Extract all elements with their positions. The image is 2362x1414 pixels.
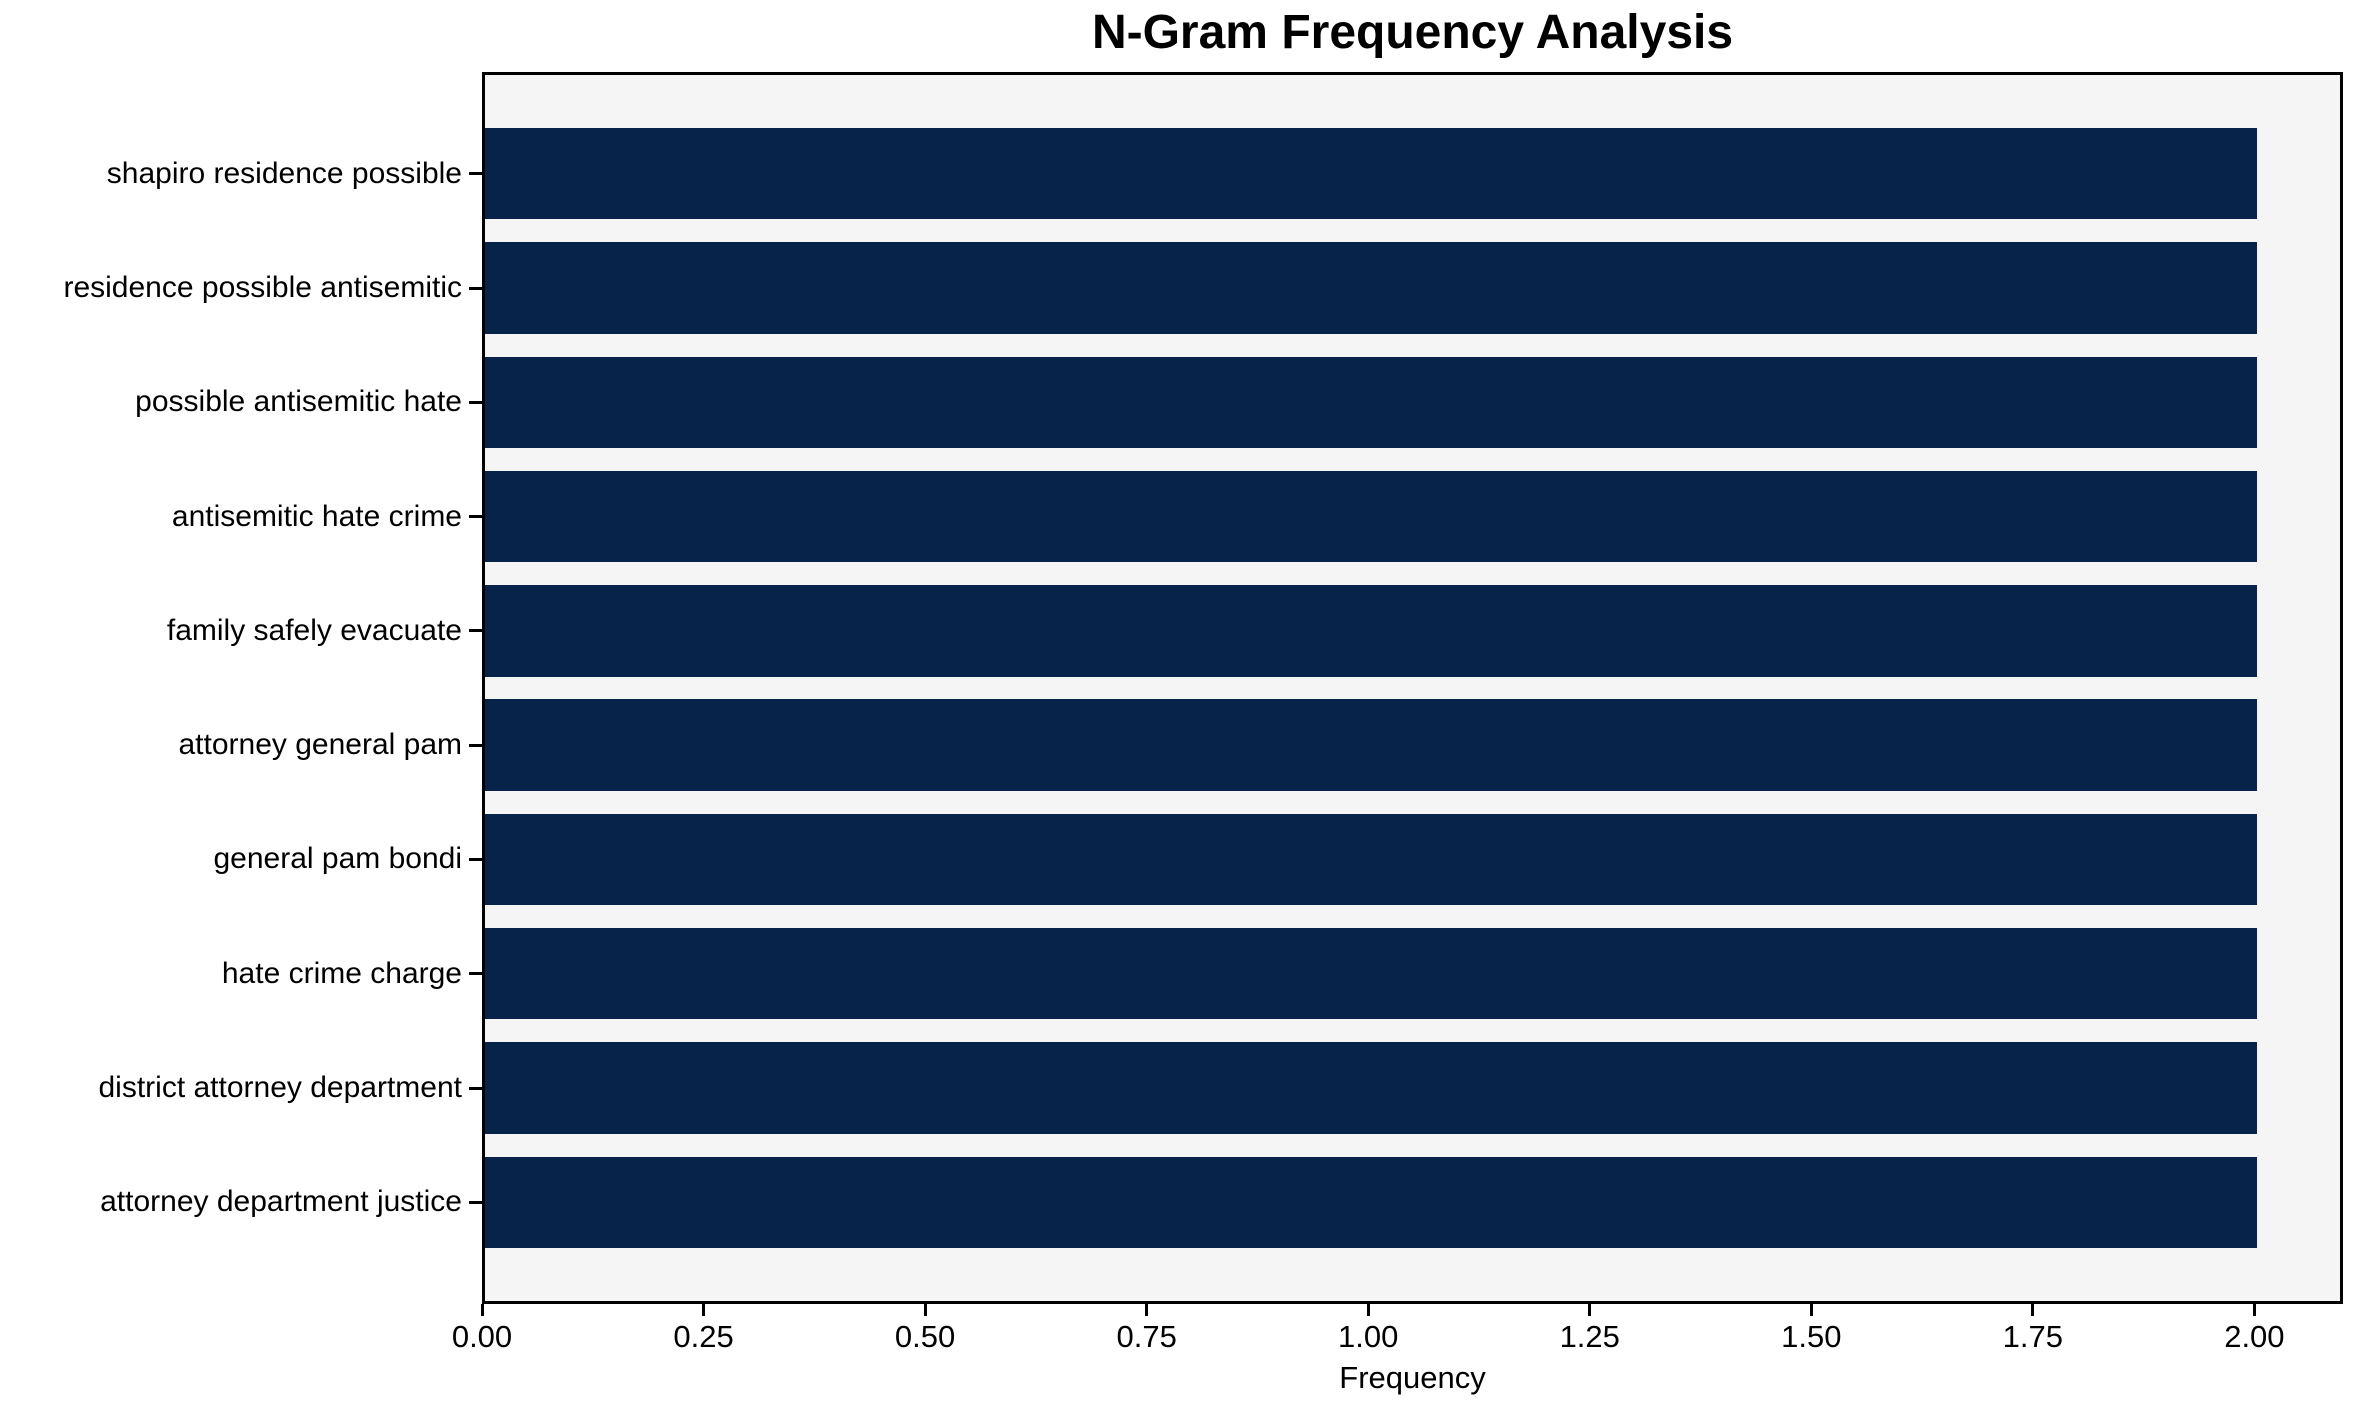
x-tick-mark [1145, 1304, 1149, 1316]
bar [485, 128, 2258, 220]
y-tick-label: family safely evacuate [166, 613, 462, 647]
y-tick-mark [469, 286, 482, 290]
x-tick-label: 0.50 [894, 1319, 956, 1354]
x-tick-label: 1.00 [1338, 1319, 1399, 1354]
x-tick-mark [1366, 1304, 1370, 1316]
x-tick-mark [702, 1304, 706, 1316]
x-tick-mark [923, 1304, 927, 1316]
bar [485, 470, 2258, 563]
x-tick-mark [2252, 1304, 2256, 1316]
y-tick-mark [469, 857, 482, 861]
bar [485, 1156, 2258, 1248]
x-tick-label: 0.00 [451, 1319, 513, 1354]
x-tick-label: 1.50 [1781, 1319, 1842, 1354]
chart-title: N-Gram Frequency Analysis [1091, 6, 1734, 59]
y-tick-mark [469, 1200, 482, 1204]
y-tick-mark [469, 972, 482, 976]
x-tick-label: 0.75 [1116, 1319, 1177, 1354]
y-tick-label: general pam bondi [213, 842, 462, 876]
bar [485, 356, 2258, 448]
y-tick-label: attorney general pam [178, 728, 462, 762]
y-tick-mark [469, 743, 482, 747]
x-tick-mark [1809, 1304, 1813, 1316]
x-tick-mark [480, 1304, 484, 1316]
y-tick-mark [469, 400, 482, 404]
plot-area [482, 72, 2343, 1304]
y-tick-label: attorney department justice [100, 1185, 462, 1219]
y-tick-label: hate crime charge [221, 956, 462, 990]
bar [485, 1042, 2258, 1134]
y-tick-label: residence possible antisemitic [63, 271, 462, 304]
x-tick-label: 2.00 [2224, 1319, 2285, 1354]
y-tick-label: antisemitic hate crime [171, 499, 462, 533]
bar [485, 813, 2258, 906]
y-tick-label: possible antisemitic hate [135, 385, 462, 419]
x-tick-mark [2031, 1304, 2035, 1316]
x-tick-label: 1.25 [1559, 1319, 1620, 1354]
y-tick-mark [469, 172, 482, 176]
x-tick-mark [1588, 1304, 1592, 1316]
bar [485, 242, 2258, 334]
y-tick-mark [469, 1086, 482, 1090]
bar [485, 585, 2258, 677]
bar [485, 928, 2258, 1020]
x-axis-title: Frequency [1339, 1360, 1486, 1395]
bar [485, 699, 2258, 791]
y-tick-mark [469, 515, 482, 519]
y-tick-mark [469, 629, 482, 633]
x-tick-label: 1.75 [2002, 1319, 2063, 1354]
x-tick-label: 0.25 [673, 1319, 734, 1354]
y-tick-label: district attorney department [98, 1071, 462, 1104]
y-tick-label: shapiro residence possible [106, 156, 462, 190]
